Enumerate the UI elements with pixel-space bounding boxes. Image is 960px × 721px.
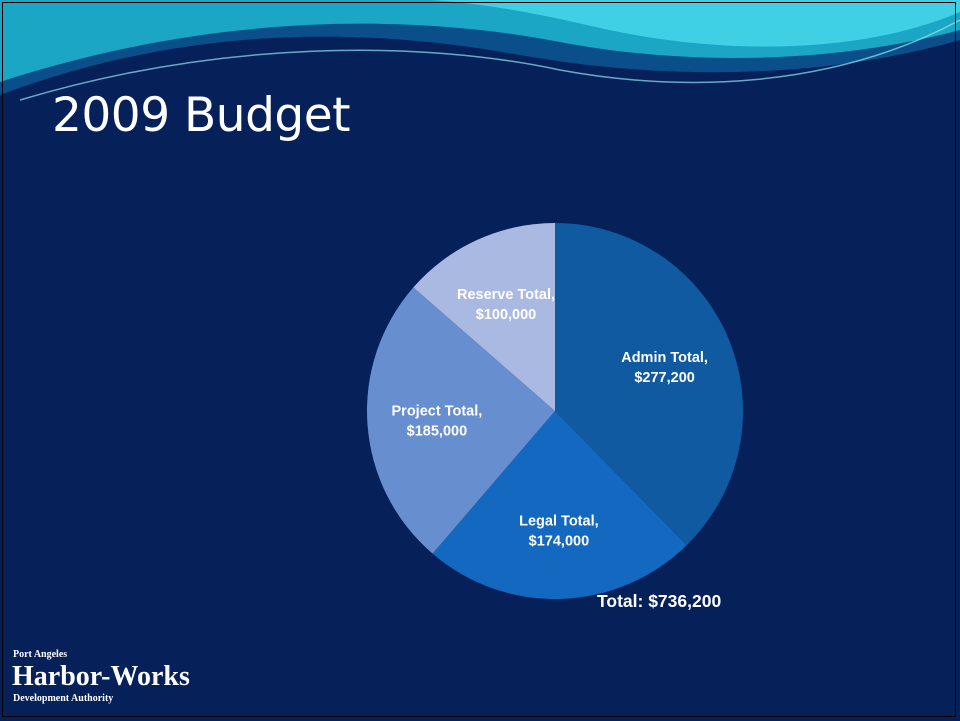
pie-slice-legal-total xyxy=(432,411,687,599)
logo-line-harbor-works: Harbor-Works xyxy=(12,661,190,692)
pie-label-reserve-total: Reserve Total, $100,000 xyxy=(457,287,555,323)
pie-slice-admin-total xyxy=(555,223,744,546)
pie-label-name: Legal Total, xyxy=(519,513,599,529)
pie-label-name: Project Total, xyxy=(392,404,483,420)
logo: Port Angeles Harbor-Works Development Au… xyxy=(12,649,190,705)
pie-label-value: $174,000 xyxy=(529,533,589,549)
logo-line-development-authority: Development Authority xyxy=(13,693,114,704)
pie-label-value: $100,000 xyxy=(476,307,536,323)
pie-label-name: Admin Total, xyxy=(621,350,708,366)
pie-label-project-total: Project Total, $185,000 xyxy=(392,404,483,440)
pie-slice-project-total xyxy=(366,287,555,554)
budget-pie-chart: Admin Total, $277,200 Legal Total, $174,000… xyxy=(366,223,744,599)
pie-slice-reserve-total xyxy=(413,223,555,411)
logo-line-port-angeles: Port Angeles xyxy=(13,649,68,660)
wave-highlight-line xyxy=(19,19,960,101)
pie-label-admin-total: Admin Total, $277,200 xyxy=(621,350,708,386)
wave-band-light xyxy=(430,0,960,47)
pie-label-legal-total: Legal Total, $174,000 xyxy=(519,513,599,549)
pie-label-name: Reserve Total, xyxy=(457,287,555,303)
pie-label-value: $185,000 xyxy=(407,424,467,440)
header-wave-graphic xyxy=(0,0,960,101)
total-label: Total: $736,200 xyxy=(597,591,722,611)
pie-label-value: $277,200 xyxy=(634,370,694,386)
slide-title: 2009 Budget xyxy=(52,88,351,143)
